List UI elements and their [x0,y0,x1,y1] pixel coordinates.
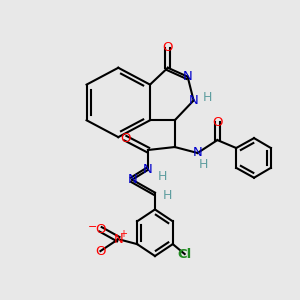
Text: H: H [199,158,208,171]
Text: −: − [88,222,97,232]
Text: O: O [212,116,223,129]
Text: O: O [163,41,173,55]
Text: +: + [119,229,127,239]
Text: N: N [193,146,202,160]
Text: H: H [158,170,168,183]
Text: N: N [113,233,123,246]
Text: N: N [143,163,153,176]
Text: O: O [95,223,106,236]
Text: H: H [203,91,212,104]
Text: H: H [163,189,172,202]
Text: O: O [95,244,106,258]
Text: O: O [120,132,130,145]
Text: N: N [189,94,199,107]
Text: Cl: Cl [178,248,192,260]
Text: N: N [127,173,137,186]
Text: N: N [183,70,193,83]
